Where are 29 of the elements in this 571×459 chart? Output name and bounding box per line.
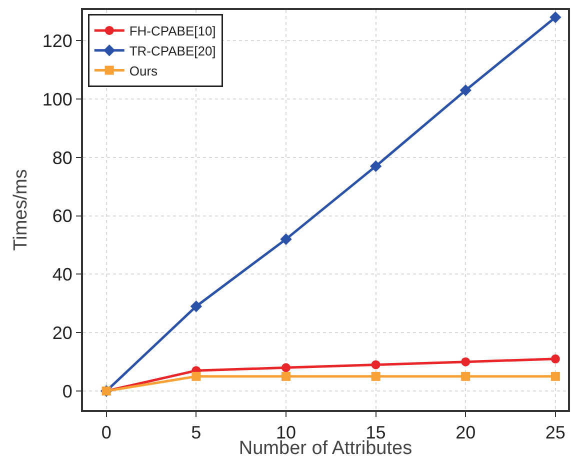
point <box>460 84 472 96</box>
y-tick-label: 60 <box>52 206 72 226</box>
y-tick-label: 20 <box>52 322 72 343</box>
point <box>550 372 560 381</box>
y-tick-label: 120 <box>42 30 72 51</box>
legend-label: TR-CPABE[20] <box>129 43 216 58</box>
point <box>550 11 562 24</box>
x-tick-label: 0 <box>101 422 112 443</box>
point <box>280 233 292 246</box>
point <box>371 372 380 381</box>
point <box>281 363 290 372</box>
legend-label: FH-CPABE[10] <box>129 24 216 39</box>
point <box>370 160 382 172</box>
point <box>550 354 560 364</box>
x-tick-label: 25 <box>545 422 566 443</box>
y-tick-label: 40 <box>52 264 72 285</box>
y-axis-title: Times/ms <box>10 169 32 251</box>
point <box>461 372 470 381</box>
point <box>371 360 380 370</box>
point <box>281 372 290 381</box>
point <box>190 300 202 312</box>
y-tick-label: 80 <box>52 148 72 168</box>
point <box>192 372 201 381</box>
x-tick-label: 5 <box>191 422 202 443</box>
legend-label: Ours <box>129 63 158 78</box>
point <box>461 357 470 366</box>
y-tick-label: 100 <box>42 89 72 110</box>
x-tick-label: 20 <box>456 422 476 443</box>
y-tick-label: 0 <box>62 381 72 402</box>
